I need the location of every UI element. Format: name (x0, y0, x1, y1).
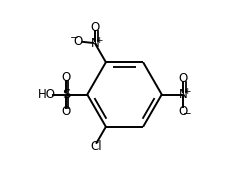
Text: N: N (179, 88, 187, 101)
Text: +: + (95, 36, 103, 45)
Text: S: S (62, 88, 70, 101)
Text: N: N (91, 37, 100, 50)
Text: HO: HO (38, 88, 56, 101)
Text: O: O (91, 21, 100, 34)
Text: +: + (183, 87, 191, 96)
Text: O: O (179, 72, 188, 85)
Text: O: O (61, 105, 70, 118)
Text: −: − (70, 33, 79, 43)
Text: O: O (73, 35, 82, 48)
Text: O: O (179, 105, 188, 118)
Text: Cl: Cl (91, 140, 102, 153)
Text: −: − (183, 109, 192, 119)
Text: O: O (61, 71, 70, 84)
